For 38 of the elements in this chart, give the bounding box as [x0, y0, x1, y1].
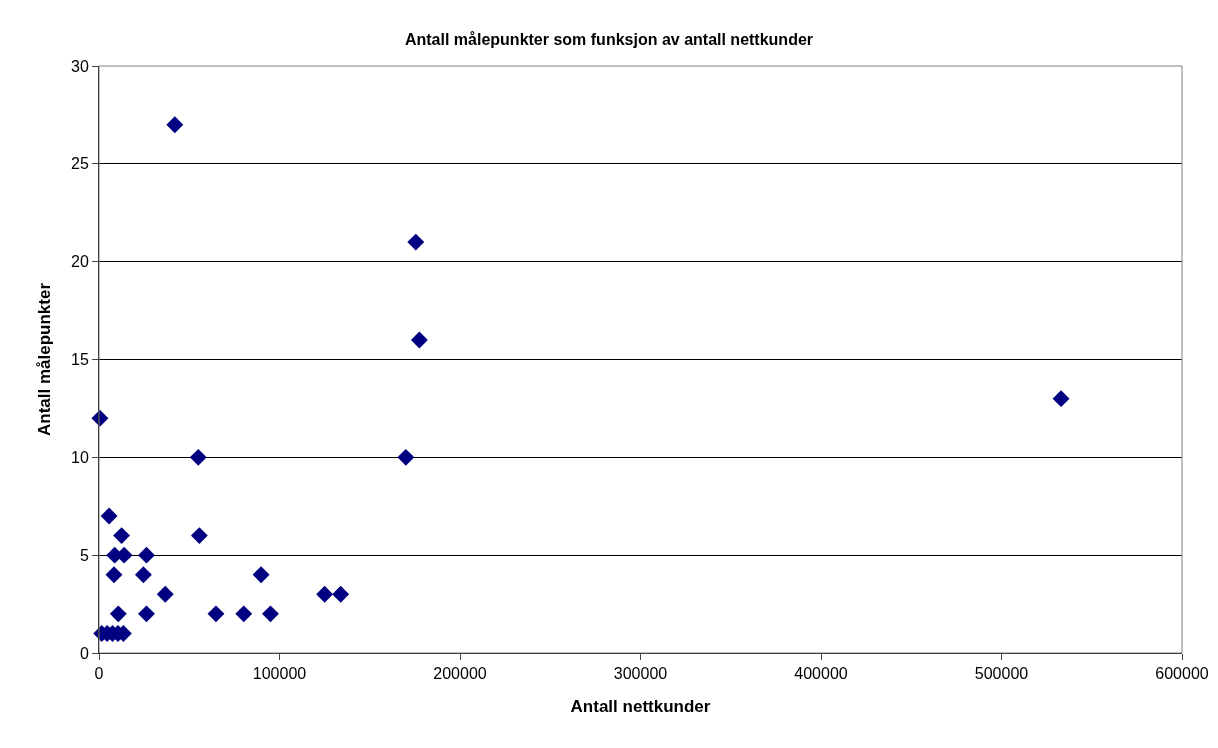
x-tick-label: 0 — [94, 665, 104, 683]
point — [407, 233, 425, 251]
x-tick-label: 400000 — [794, 665, 848, 683]
point — [235, 605, 253, 623]
point — [113, 527, 131, 545]
point — [189, 448, 207, 466]
x-tick-label: 600000 — [1155, 665, 1209, 683]
x-tick-label: 100000 — [252, 665, 307, 683]
point — [207, 605, 225, 623]
point — [1052, 390, 1070, 408]
point — [100, 507, 118, 525]
y-tick-label: 10 — [71, 448, 89, 466]
x-tick-label: 300000 — [613, 665, 668, 683]
point — [134, 566, 152, 584]
x-tick-label: 500000 — [974, 665, 1029, 683]
point — [138, 546, 155, 564]
point — [397, 448, 415, 466]
y-axis-title: Antall målepunkter — [34, 282, 54, 437]
point — [166, 116, 184, 134]
y-tick-label: 20 — [71, 253, 89, 271]
point — [105, 566, 123, 584]
point — [109, 605, 127, 623]
point — [156, 585, 174, 603]
x-tick-label: 200000 — [433, 665, 487, 683]
point — [190, 527, 208, 545]
y-tick-label: 15 — [71, 351, 89, 369]
y-tick-label: 0 — [79, 644, 89, 662]
y-tick-label: 25 — [71, 155, 89, 173]
x-axis-title: Antall nettkunder — [570, 696, 711, 716]
point — [252, 566, 270, 584]
chart-title: Antall målepunkter som funksjon av antall nettkunder — [404, 30, 814, 48]
y-tick-label: 5 — [79, 546, 89, 564]
point — [138, 605, 155, 623]
point — [332, 585, 350, 603]
point — [262, 605, 279, 623]
y-tick-label: 30 — [71, 57, 89, 75]
point — [316, 585, 334, 603]
point — [410, 331, 428, 349]
